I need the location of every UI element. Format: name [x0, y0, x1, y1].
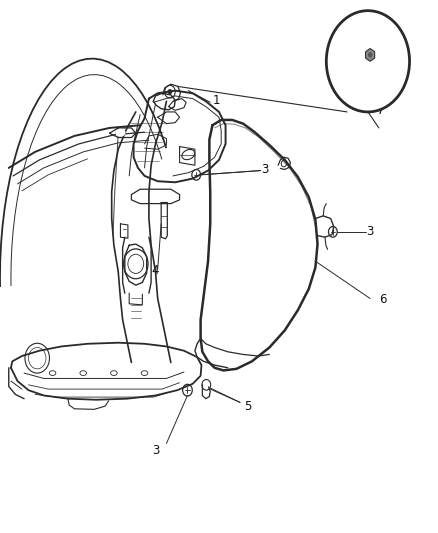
Circle shape — [192, 169, 201, 180]
Text: 1: 1 — [213, 94, 221, 107]
Text: 4: 4 — [152, 264, 159, 277]
Text: 3: 3 — [367, 225, 374, 238]
Circle shape — [183, 384, 192, 396]
Ellipse shape — [116, 130, 125, 136]
Circle shape — [326, 11, 410, 112]
Circle shape — [368, 52, 372, 58]
Text: 3: 3 — [152, 444, 159, 457]
Circle shape — [328, 227, 337, 237]
Text: 5: 5 — [244, 400, 251, 413]
Text: 6: 6 — [379, 293, 387, 306]
Text: 7: 7 — [377, 104, 385, 117]
Ellipse shape — [168, 90, 172, 94]
Text: 3: 3 — [261, 163, 268, 176]
Circle shape — [202, 379, 211, 390]
